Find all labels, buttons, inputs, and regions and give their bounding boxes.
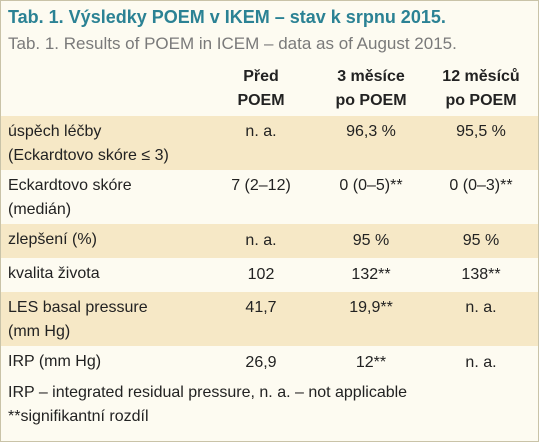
cell: 96,3 % bbox=[346, 123, 396, 140]
row-label: (medián) bbox=[8, 201, 72, 218]
row-label: úspěch léčby bbox=[8, 123, 102, 140]
table-row: zlepšení (%) n. a. 95 % 95 % bbox=[1, 224, 538, 258]
table-row: kvalita života 102 132** 138** bbox=[1, 258, 538, 292]
table-row: Eckardtovo skóre (medián) 7 (2–12) 0 (0–5)*… bbox=[1, 170, 538, 224]
table-row: úspěch léčby (Eckardtovo skóre ≤ 3) n. a. 9… bbox=[1, 116, 538, 170]
cell: n. a. bbox=[465, 354, 497, 371]
cell: 41,7 bbox=[245, 299, 277, 316]
row-label: IRP (mm Hg) bbox=[8, 353, 102, 370]
cell: n. a. bbox=[245, 123, 277, 140]
cell: n. a. bbox=[245, 232, 277, 249]
cell: n. a. bbox=[465, 299, 497, 316]
column-header: po POEM bbox=[445, 92, 517, 109]
footnote: **signifikantní rozdíl bbox=[8, 408, 149, 425]
row-label: kvalita života bbox=[8, 265, 100, 282]
cell: 138** bbox=[461, 266, 501, 283]
table-row: LES basal pressure (mm Hg) 41,7 19,9** n. a. bbox=[1, 292, 538, 346]
row-label: (mm Hg) bbox=[8, 323, 71, 340]
row-label: LES basal pressure bbox=[8, 299, 148, 316]
cell: 7 (2–12) bbox=[231, 177, 291, 194]
column-header: 3 měsíce bbox=[337, 68, 405, 85]
column-header: po POEM bbox=[335, 92, 407, 109]
cell: 95 % bbox=[352, 232, 390, 249]
cell: 95 % bbox=[462, 232, 500, 249]
cell: 0 (0–3)** bbox=[449, 177, 513, 194]
cell: 12** bbox=[355, 354, 387, 371]
cell: 102 bbox=[247, 266, 275, 283]
row-label: zlepšení (%) bbox=[8, 231, 97, 248]
row-label: Eckardtovo skóre bbox=[8, 177, 132, 194]
cell: 19,9** bbox=[349, 299, 393, 316]
footnote: IRP – integrated residual pressure, n. a… bbox=[8, 384, 408, 401]
column-header: 12 měsíců bbox=[442, 68, 520, 85]
subtitle: Tab. 1. Results of POEM in ICEM – data a… bbox=[8, 34, 457, 53]
title: Tab. 1. Výsledky POEM v IKEM – stav k sr… bbox=[8, 7, 446, 27]
cell: 26,9 bbox=[245, 354, 277, 371]
cell: 95,5 % bbox=[456, 123, 506, 140]
cell: 0 (0–5)** bbox=[339, 177, 403, 194]
header-row: Před POEM 3 měsíce po POEM 12 měsíců po POEM bbox=[1, 62, 538, 116]
column-header: Před bbox=[243, 68, 279, 85]
column-header: POEM bbox=[237, 92, 285, 109]
table-row: IRP (mm Hg) 26,9 12** n. a. bbox=[1, 346, 538, 380]
row-label: (Eckardtovo skóre ≤ 3) bbox=[8, 147, 169, 164]
cell: 132** bbox=[351, 266, 391, 283]
